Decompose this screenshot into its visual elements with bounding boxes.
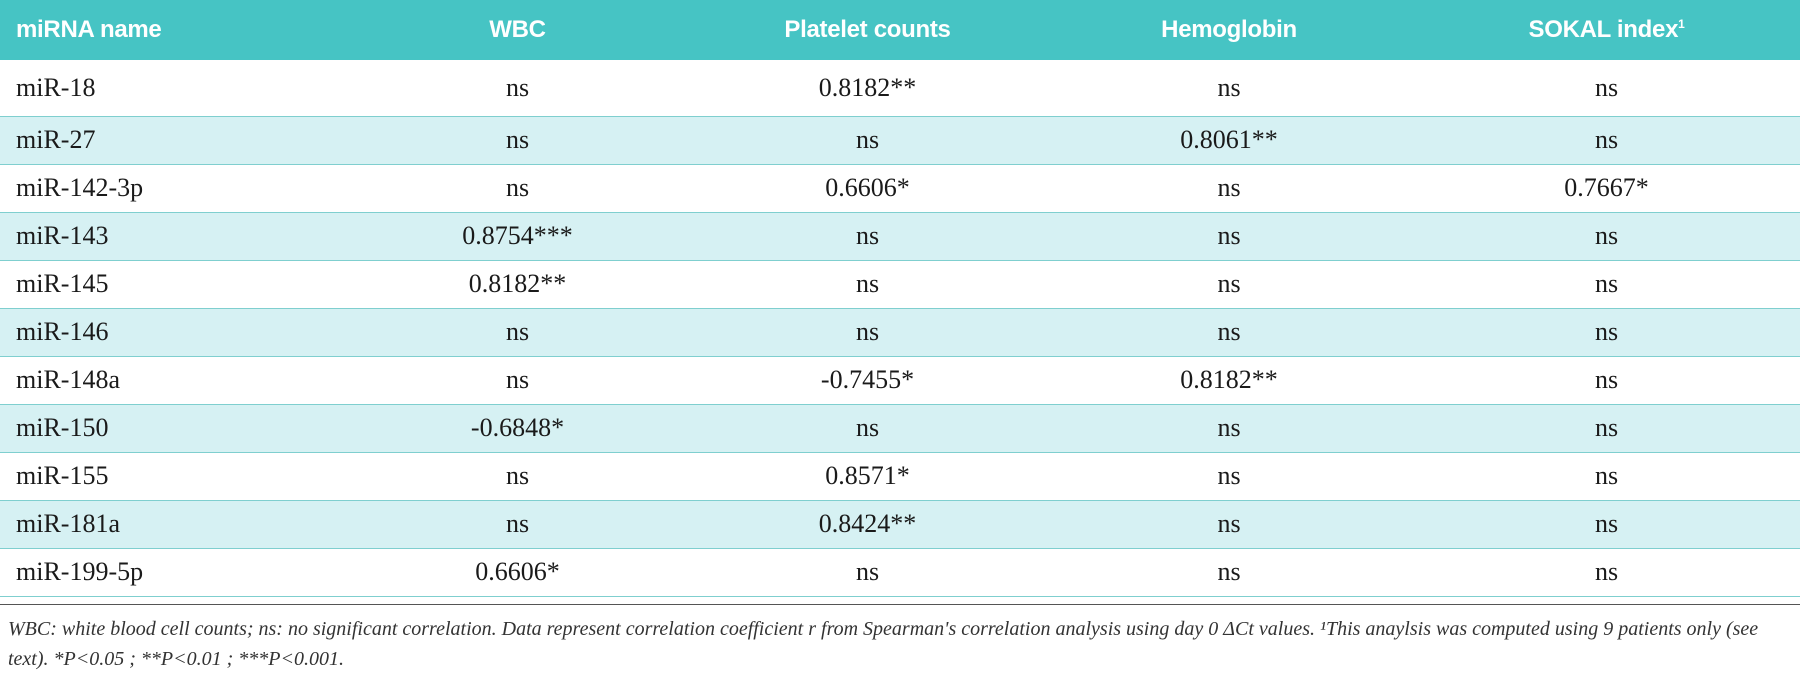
cell-sokal: ns — [1594, 269, 1619, 298]
cell-hemoglobin: ns — [1217, 317, 1241, 346]
correlation-table-container: miRNA name WBC Platelet counts Hemoglobi… — [0, 0, 1800, 596]
table-row: miR-143 0.8754*** ns ns ns — [0, 212, 1800, 260]
table-row: miR-148a ns -0.7455* 0.8182** ns — [0, 356, 1800, 404]
cell-hemoglobin: ns — [1217, 461, 1241, 490]
cell-hemoglobin: ns — [1217, 173, 1241, 202]
table-row: miR-181a ns 0.8424** ns ns — [0, 500, 1800, 548]
cell-mirna: miR-27 — [16, 125, 96, 154]
table-row: miR-18 ns 0.8182** ns ns — [0, 60, 1800, 116]
cell-sokal: 0.7667* — [1564, 173, 1649, 202]
cell-mirna: miR-143 — [16, 221, 109, 250]
cell-hemoglobin: 0.8061** — [1180, 125, 1278, 154]
cell-wbc: ns — [505, 72, 530, 102]
cell-mirna: miR-148a — [16, 365, 120, 394]
cell-sokal: ns — [1594, 509, 1619, 538]
cell-platelet: 0.8182** — [818, 72, 917, 102]
cell-platelet: 0.8424** — [818, 509, 917, 538]
cell-mirna: miR-155 — [16, 461, 109, 490]
cell-hemoglobin: ns — [1217, 221, 1241, 250]
cell-platelet: 0.6606* — [825, 173, 910, 202]
cell-wbc: 0.8182** — [468, 269, 567, 298]
table-footnote: WBC: white blood cell counts; ns: no sig… — [8, 618, 1759, 670]
cell-platelet: ns — [855, 269, 880, 298]
cell-hemoglobin: ns — [1217, 557, 1241, 586]
cell-wbc: 0.6606* — [475, 557, 560, 586]
cell-wbc: ns — [505, 365, 530, 394]
cell-platelet: ns — [855, 317, 880, 346]
header-platelet-counts: Platelet counts — [784, 16, 951, 43]
table-header-row: miRNA name WBC Platelet counts Hemoglobi… — [0, 0, 1800, 60]
cell-sokal: ns — [1594, 72, 1619, 102]
cell-wbc: ns — [505, 509, 530, 538]
cell-wbc: ns — [505, 173, 530, 202]
cell-sokal: ns — [1594, 557, 1619, 586]
cell-mirna: miR-145 — [16, 269, 109, 298]
table-row: miR-145 0.8182** ns ns ns — [0, 260, 1800, 308]
cell-mirna: miR-199-5p — [16, 557, 144, 586]
cell-platelet: ns — [855, 221, 880, 250]
header-sokal-index: SOKAL index1 — [1528, 16, 1685, 43]
table-row: miR-150 -0.6848* ns ns ns — [0, 404, 1800, 452]
cell-mirna: miR-181a — [16, 509, 120, 538]
cell-hemoglobin: 0.8182** — [1180, 365, 1278, 394]
cell-mirna: miR-146 — [16, 317, 109, 346]
cell-sokal: ns — [1594, 413, 1619, 442]
cell-wbc: 0.8754*** — [462, 221, 573, 250]
cell-wbc: -0.6848* — [470, 413, 565, 442]
cell-wbc: ns — [505, 461, 530, 490]
cell-wbc: ns — [505, 317, 530, 346]
cell-platelet: -0.7455* — [820, 365, 915, 394]
table-row: miR-27 ns ns 0.8061** ns — [0, 116, 1800, 164]
cell-platelet: ns — [855, 125, 880, 154]
cell-hemoglobin: ns — [1217, 413, 1241, 442]
table-row: miR-146 ns ns ns ns — [0, 308, 1800, 356]
cell-sokal: ns — [1594, 125, 1619, 154]
sokal-superscript: 1 — [1678, 17, 1685, 31]
cell-sokal: ns — [1594, 461, 1619, 490]
cell-platelet: ns — [855, 413, 880, 442]
cell-mirna: miR-150 — [16, 413, 109, 442]
cell-platelet: ns — [855, 557, 880, 586]
cell-hemoglobin: ns — [1217, 269, 1241, 298]
cell-hemoglobin: ns — [1217, 509, 1241, 538]
header-hemoglobin: Hemoglobin — [1161, 16, 1297, 43]
table-row: miR-155 ns 0.8571* ns ns — [0, 452, 1800, 500]
table-row: miR-199-5p 0.6606* ns ns ns — [0, 548, 1800, 596]
cell-sokal: ns — [1594, 221, 1619, 250]
header-wbc: WBC — [489, 16, 546, 43]
cell-hemoglobin: ns — [1217, 72, 1241, 102]
footnote-divider — [0, 604, 1800, 605]
cell-mirna: miR-142-3p — [16, 173, 144, 202]
cell-platelet: 0.8571* — [825, 461, 910, 490]
cell-mirna: miR-18 — [16, 72, 96, 102]
cell-sokal: ns — [1594, 365, 1619, 394]
correlation-table: miRNA name WBC Platelet counts Hemoglobi… — [0, 0, 1800, 596]
header-mirna-name: miRNA name — [16, 16, 162, 43]
table-row: miR-142-3p ns 0.6606* ns 0.7667* — [0, 164, 1800, 212]
cell-sokal: ns — [1594, 317, 1619, 346]
cell-wbc: ns — [505, 125, 530, 154]
